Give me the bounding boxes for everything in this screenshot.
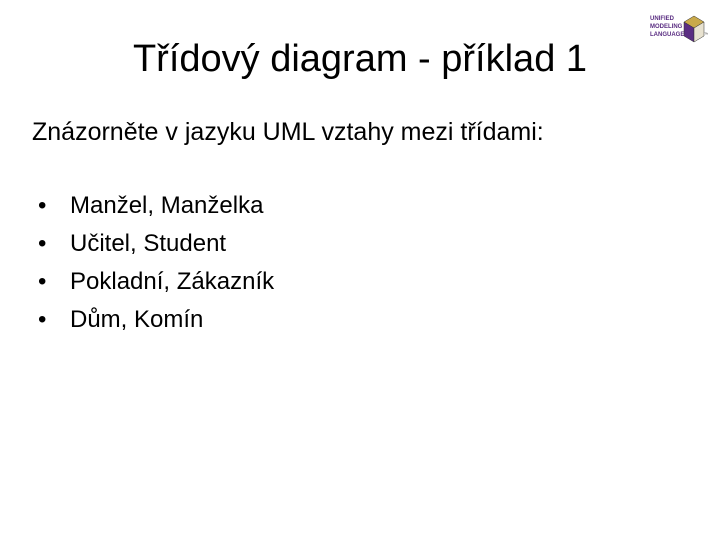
list-item: • Učitel, Student: [32, 228, 274, 260]
slide-title: Třídový diagram - příklad 1: [0, 38, 720, 81]
logo-text-line2: MODELING: [650, 24, 683, 30]
bullet-icon: •: [32, 190, 70, 222]
slide-subtitle: Znázorněte v jazyku UML vztahy mezi tříd…: [32, 118, 544, 147]
bullet-list: • Manžel, Manželka • Učitel, Student • P…: [32, 190, 274, 342]
list-item-text: Učitel, Student: [70, 228, 226, 260]
list-item-text: Dům, Komín: [70, 304, 203, 336]
list-item: • Dům, Komín: [32, 304, 274, 336]
bullet-icon: •: [32, 266, 70, 298]
logo-text-line1: UNIFIED: [650, 16, 675, 22]
list-item: • Pokladní, Zákazník: [32, 266, 274, 298]
bullet-icon: •: [32, 228, 70, 260]
list-item-text: Pokladní, Zákazník: [70, 266, 274, 298]
bullet-icon: •: [32, 304, 70, 336]
list-item-text: Manžel, Manželka: [70, 190, 263, 222]
list-item: • Manžel, Manželka: [32, 190, 274, 222]
